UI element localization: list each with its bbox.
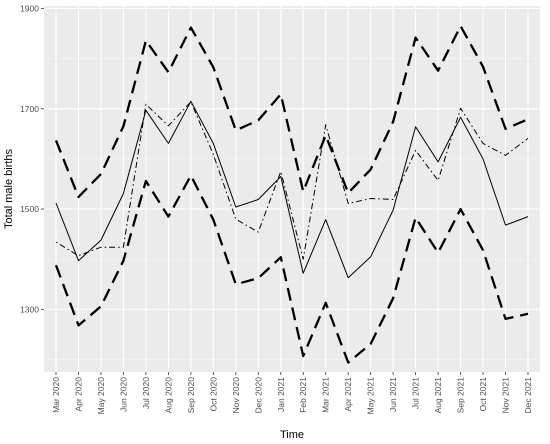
x-axis: Mar 2020 Apr 2020 May 2020 Jun 2020 Jul 2020… <box>51 372 533 414</box>
x-tick-label: May 2021 <box>366 377 376 415</box>
x-tick-label: Jun 2020 <box>118 377 128 412</box>
x-tick-label: Mar 2020 <box>51 377 61 413</box>
series-line-4 <box>54 174 529 364</box>
x-tick-label: Jun 2021 <box>388 377 398 412</box>
y-tick-label: 1900 <box>20 4 39 14</box>
x-tick-label: Apr 2021 <box>343 377 353 412</box>
x-tick-label: Oct 2020 <box>208 377 218 412</box>
minor-grid <box>44 58 540 360</box>
x-tick-label: Dec 2020 <box>253 377 263 414</box>
plot-panel <box>44 6 540 372</box>
x-tick-label: Dec 2021 <box>523 377 533 414</box>
series-line-3 <box>54 24 529 199</box>
series-line-1 <box>55 100 529 279</box>
y-tick-label: 1500 <box>20 204 39 214</box>
y-axis: 1300 1500 1700 1900 <box>20 4 44 314</box>
x-tick-label: Nov 2021 <box>501 377 511 414</box>
x-tick-label: Aug 2021 <box>433 377 443 414</box>
x-tick-label: Sep 2021 <box>456 377 466 414</box>
x-tick-label: May 2020 <box>96 377 106 415</box>
x-tick-label: Mar 2021 <box>321 377 331 413</box>
x-tick-label: Nov 2020 <box>231 377 241 414</box>
major-grid <box>44 6 540 372</box>
x-tick-label: Jan 2021 <box>276 377 286 412</box>
y-tick-label: 1700 <box>20 104 39 114</box>
x-tick-label: Jul 2020 <box>141 377 151 409</box>
x-tick-label: Aug 2020 <box>163 377 173 414</box>
x-tick-label: Apr 2020 <box>73 377 83 412</box>
series-line-2 <box>55 101 529 260</box>
y-axis-title: Total male births <box>3 148 15 229</box>
x-tick-label: Sep 2020 <box>186 377 196 414</box>
x-tick-label: Jul 2021 <box>411 377 421 409</box>
x-axis-title: Time <box>280 429 304 441</box>
x-tick-label: Feb 2021 <box>298 377 308 413</box>
series-layer <box>54 24 529 364</box>
x-tick-label: Oct 2021 <box>478 377 488 412</box>
y-tick-label: 1300 <box>20 304 39 314</box>
